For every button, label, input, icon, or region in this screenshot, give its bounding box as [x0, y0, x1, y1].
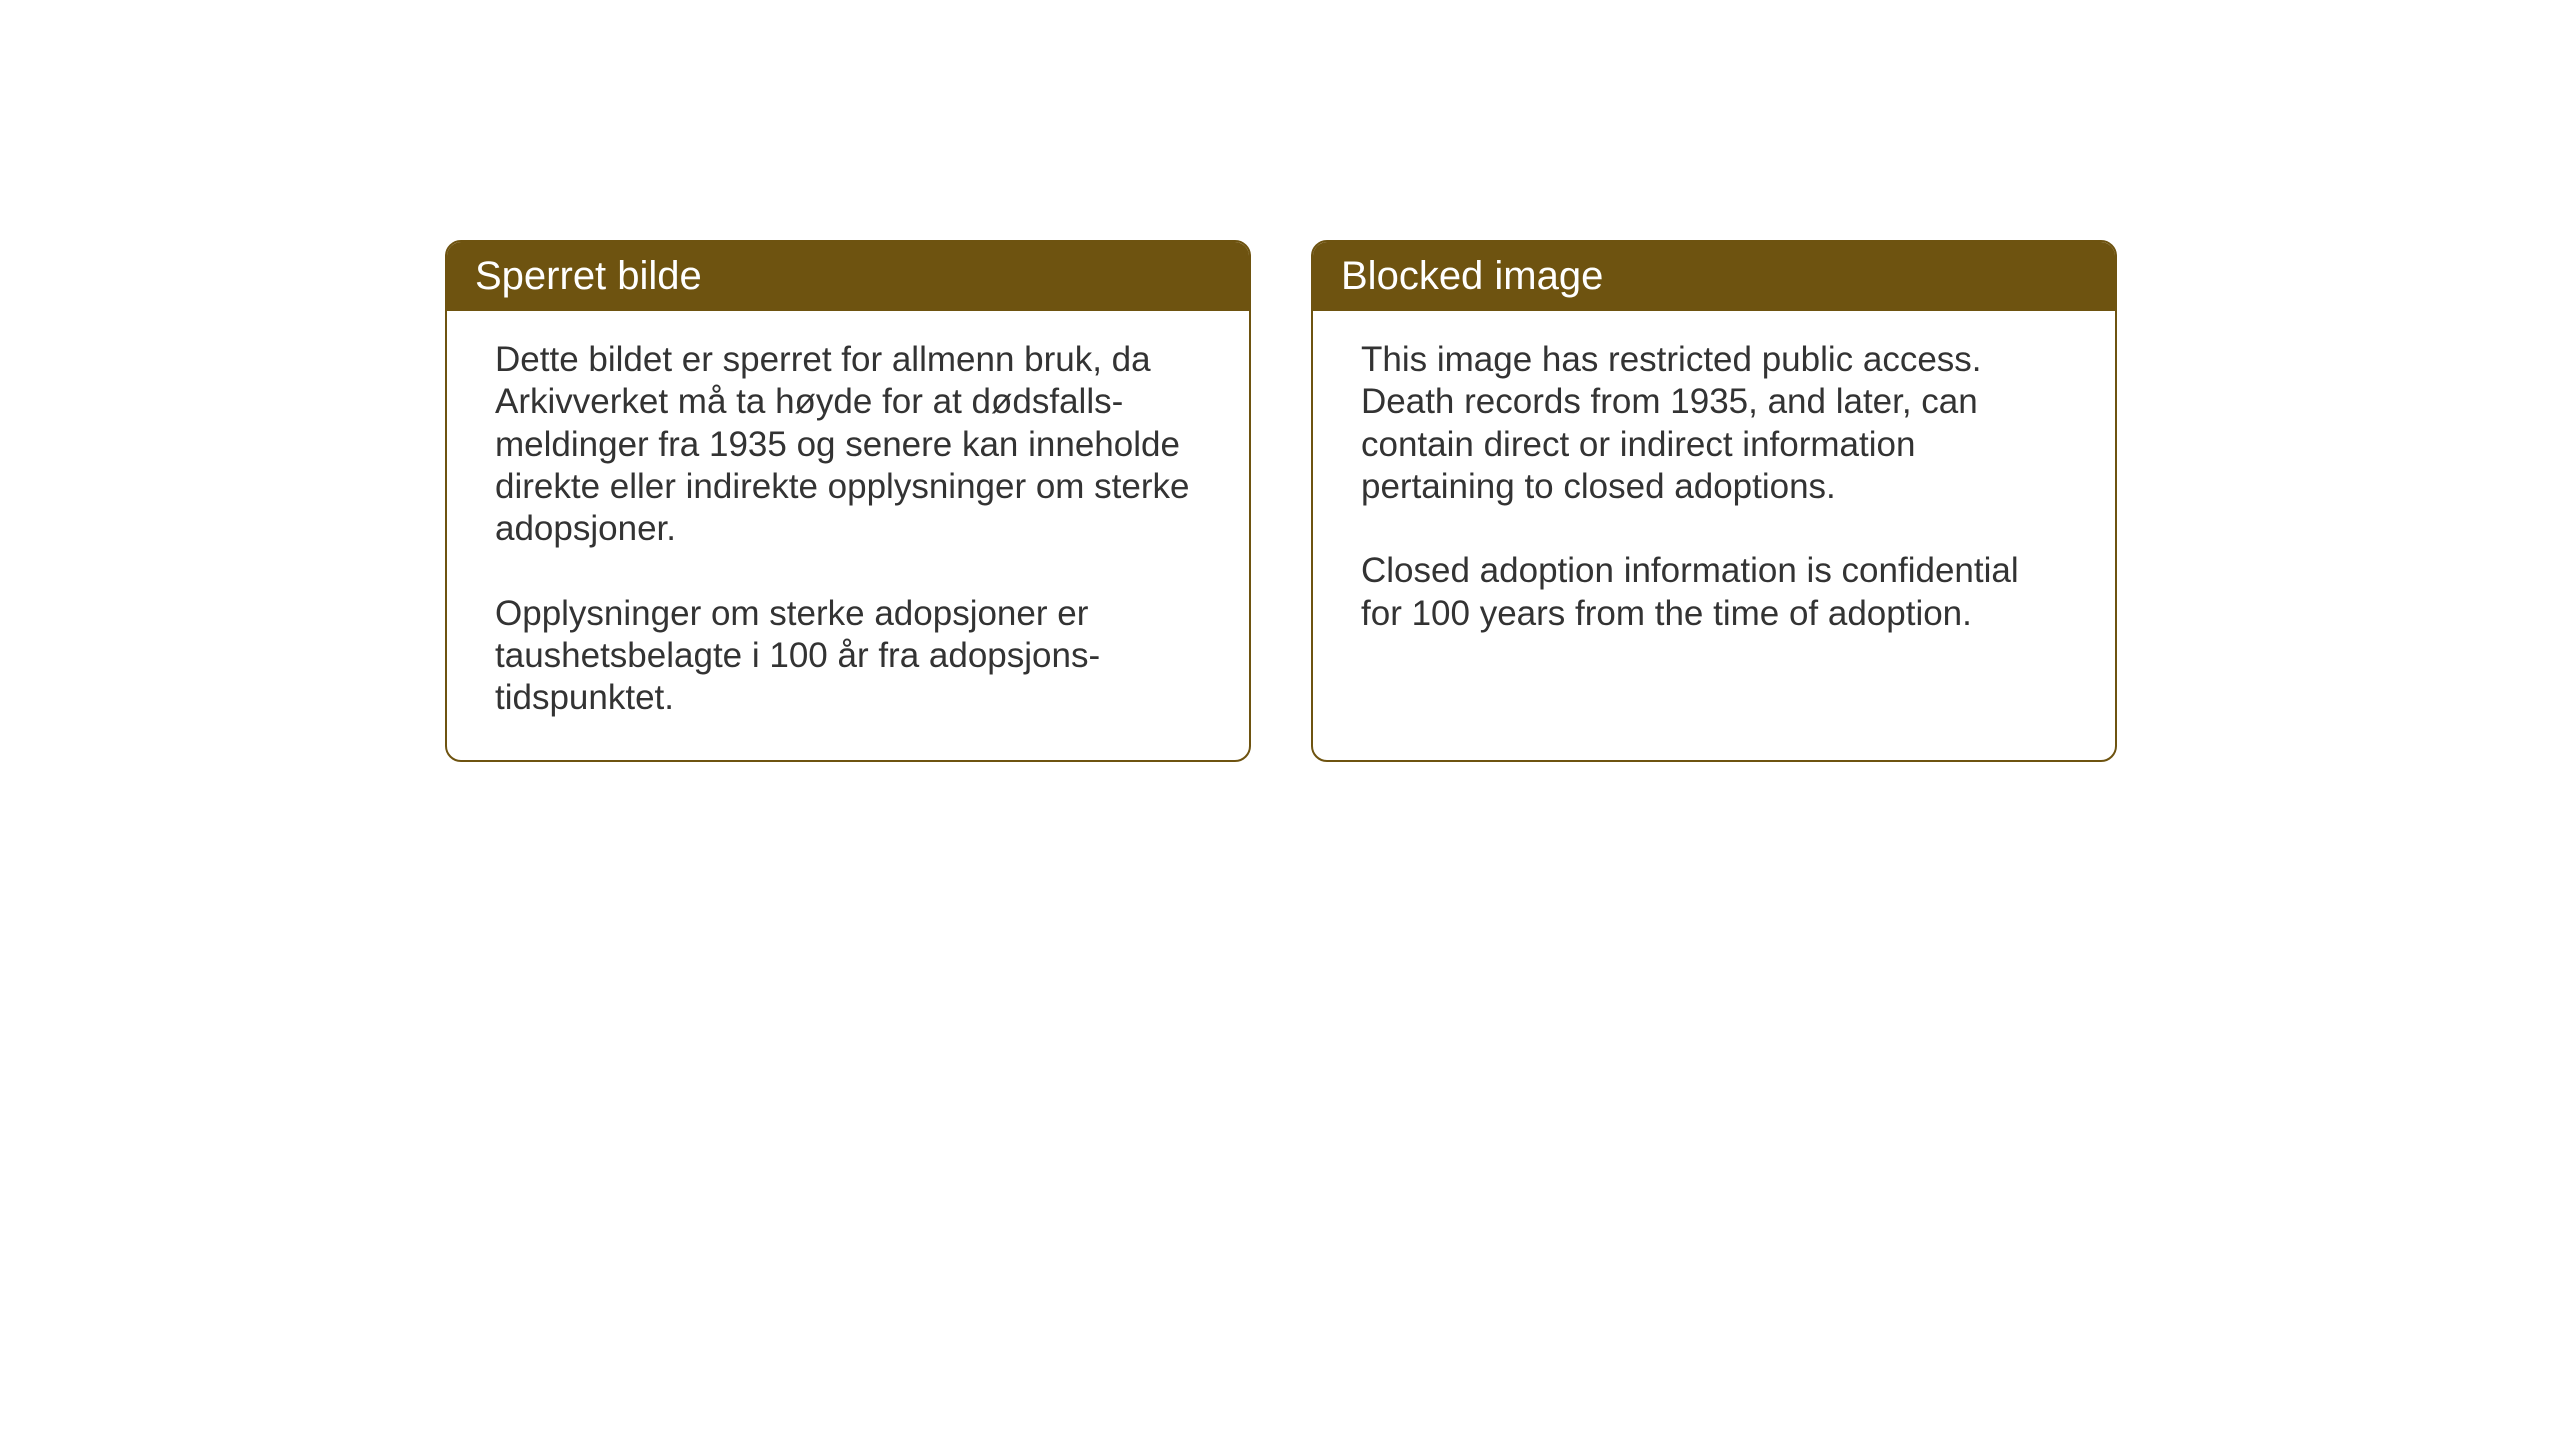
notice-container: Sperret bilde Dette bildet er sperret fo…	[445, 240, 2117, 762]
norwegian-card-body: Dette bildet er sperret for allmenn bruk…	[447, 311, 1249, 760]
english-paragraph-2: Closed adoption information is confident…	[1361, 550, 2067, 635]
english-paragraph-1: This image has restricted public access.…	[1361, 339, 2067, 508]
norwegian-card-title: Sperret bilde	[447, 242, 1249, 311]
english-card-title: Blocked image	[1313, 242, 2115, 311]
english-card-body: This image has restricted public access.…	[1313, 311, 2115, 753]
norwegian-notice-card: Sperret bilde Dette bildet er sperret fo…	[445, 240, 1251, 762]
english-notice-card: Blocked image This image has restricted …	[1311, 240, 2117, 762]
norwegian-paragraph-1: Dette bildet er sperret for allmenn bruk…	[495, 339, 1201, 551]
norwegian-paragraph-2: Opplysninger om sterke adopsjoner er tau…	[495, 593, 1201, 720]
